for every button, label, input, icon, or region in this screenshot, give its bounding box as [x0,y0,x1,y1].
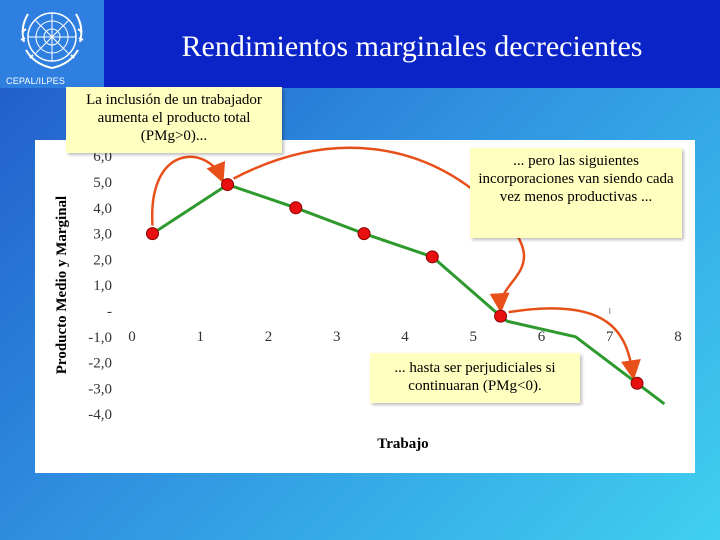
line-chart: 6,0 5,0 4,0 3,0 2,0 1,0 - -1,0 -2,0 -3,0 -4,0 0 1 2 3… [54,146,682,452]
y-tick-label: 6,0 [93,149,112,165]
x-tick-label: 7 [606,329,614,345]
series-line [151,183,666,406]
y-tick-label: 4,0 [93,201,112,217]
y-tick-label: 3,0 [93,227,112,243]
y-axis-title: Producto Medio y Marginal [54,196,70,374]
y-tick-label: 2,0 [93,252,112,268]
x-tick-label: 6 [538,329,546,345]
data-point-marker [425,250,439,264]
callout-negative: ... hasta ser perjudiciales si continuar… [370,353,580,403]
y-tick-label: - [107,304,112,320]
data-point-marker [630,376,644,390]
x-axis: 0 1 2 3 4 5 6 7 8 [128,308,682,345]
x-tick-label: 4 [401,329,409,345]
y-tick-label: -4,0 [88,407,112,423]
series-main [151,183,666,406]
x-tick-label: 0 [128,329,136,345]
globe-emblem-icon [20,12,84,70]
y-tick-label: -1,0 [88,330,112,346]
x-tick-label: 5 [470,329,478,345]
org-label: CEPAL/ILPES [6,76,66,86]
x-tick-label: 1 [197,329,205,345]
y-tick-label: -3,0 [88,381,112,397]
callout-diminishing: ... pero las siguientes incorporaciones … [470,148,682,238]
y-tick-label: -2,0 [88,356,112,372]
data-markers [145,178,644,390]
un-logo: CEPAL/ILPES [0,0,104,88]
y-tick-label: 5,0 [93,175,112,191]
data-point-marker [357,227,371,241]
x-axis-title: Trabajo [377,436,428,452]
y-axis: 6,0 5,0 4,0 3,0 2,0 1,0 - -1,0 -2,0 -3,0 -4,0 [88,149,112,423]
header-bar [0,0,720,88]
x-tick-label: 8 [674,329,682,345]
data-point-marker [145,227,159,241]
x-tick-label: 3 [333,329,341,345]
arrow-to-first-point [151,155,226,226]
slide-title: Rendimientos marginales decrecientes [181,30,643,63]
data-point-marker [494,309,508,323]
x-tick-label: 2 [265,329,273,345]
callout-first-worker: La inclusión de un trabajador aumenta el… [66,87,282,153]
y-tick-label: 1,0 [93,278,112,294]
arrow-to-negative-point [508,307,641,381]
data-point-marker [221,178,235,192]
data-point-marker [289,201,303,215]
